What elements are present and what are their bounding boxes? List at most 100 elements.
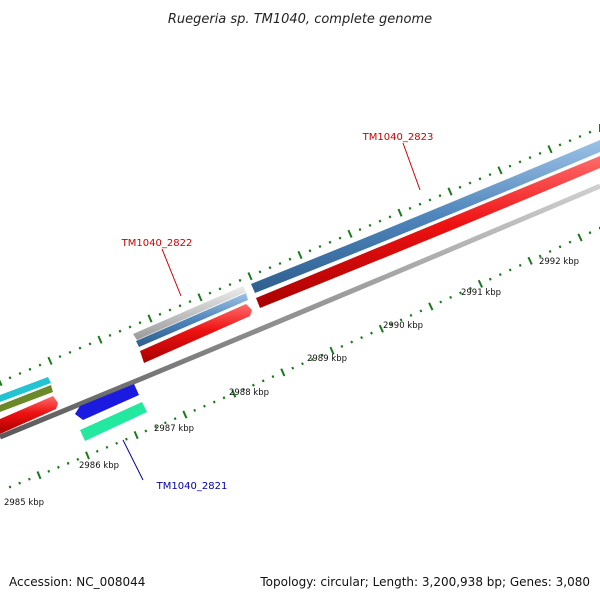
- major-tick: [85, 451, 90, 460]
- minor-tick: [144, 429, 148, 433]
- minor-tick: [124, 437, 128, 441]
- minor-tick: [47, 469, 51, 473]
- minor-tick: [212, 400, 216, 404]
- minor-tick: [378, 219, 382, 223]
- minor-tick: [438, 194, 442, 198]
- minor-tick: [27, 477, 31, 481]
- minor-tick: [178, 304, 182, 308]
- minor-tick: [328, 240, 332, 244]
- major-tick: [133, 431, 139, 440]
- minor-tick: [278, 261, 282, 266]
- minor-tick: [8, 485, 12, 489]
- minor-tick: [78, 346, 82, 350]
- minor-tick: [222, 396, 226, 400]
- gene-feature-tm1040-2821[interactable]: [75, 384, 139, 420]
- tick-label: 2988 kbp: [229, 388, 269, 398]
- minor-tick: [488, 173, 492, 177]
- cds-feature-tm1040-2822[interactable]: [140, 304, 252, 363]
- tick-label: 2989 kbp: [307, 354, 347, 364]
- minor-tick: [370, 331, 373, 335]
- tick-label: 2990 kbp: [383, 321, 423, 331]
- minor-tick: [340, 344, 344, 348]
- minor-tick: [115, 441, 119, 445]
- major-tick: [36, 471, 42, 480]
- major-tick: [97, 335, 103, 344]
- minor-tick: [105, 445, 109, 449]
- minor-tick: [168, 308, 172, 312]
- minor-tick: [338, 236, 342, 240]
- minor-tick: [368, 223, 372, 227]
- major-tick: [477, 279, 484, 288]
- major-tick: [47, 356, 53, 365]
- tick-label: 2986 kbp: [79, 461, 119, 471]
- tick-label: 2987 kbp: [154, 424, 194, 434]
- minor-tick: [439, 300, 443, 304]
- major-tick: [378, 324, 384, 333]
- minor-tick: [409, 313, 413, 317]
- major-tick: [527, 256, 533, 265]
- gene-feature-tm1040-2822[interactable]: [136, 293, 248, 347]
- minor-tick: [76, 457, 80, 461]
- major-tick: [547, 145, 553, 154]
- minor-tick: [38, 363, 42, 367]
- minor-tick: [449, 295, 453, 299]
- minor-tick: [108, 333, 112, 337]
- minor-tick: [56, 465, 60, 469]
- gene-feature-olive[interactable]: [0, 385, 53, 412]
- minor-tick: [558, 143, 562, 147]
- minor-tick: [459, 291, 462, 295]
- major-tick: [428, 302, 434, 311]
- feature-track-forward: [0, 140, 600, 434]
- genome-backbone: [0, 183, 600, 440]
- gene-label-tm1040-2822[interactable]: TM1040_2822: [121, 238, 193, 249]
- minor-tick: [268, 266, 272, 270]
- tick-label: 2991 kbp: [461, 288, 501, 298]
- minor-tick: [173, 417, 177, 421]
- feature-track-reverse: [75, 384, 147, 441]
- cds-feature-left[interactable]: [0, 396, 58, 434]
- map-title: Ruegeria sp. TM1040, complete genome: [168, 12, 432, 27]
- minor-tick: [28, 367, 32, 371]
- major-tick: [197, 293, 203, 302]
- minor-tick: [558, 245, 562, 249]
- major-tick: [577, 233, 583, 242]
- gene-feature-mint[interactable]: [80, 402, 147, 441]
- minor-tick: [308, 249, 312, 253]
- minor-tick: [218, 287, 222, 291]
- major-tick: [182, 410, 188, 419]
- minor-tick: [8, 376, 12, 380]
- minor-tick: [498, 273, 502, 277]
- leader-line-tm1040-2821: [122, 439, 144, 481]
- minor-tick: [193, 408, 197, 412]
- minor-tick: [399, 318, 403, 322]
- minor-tick: [418, 202, 422, 206]
- gene-feature-cyan[interactable]: [0, 377, 51, 402]
- gene-label-tm1040-2821[interactable]: TM1040_2821: [156, 481, 228, 492]
- cds-feature-tm1040-2823[interactable]: [256, 156, 600, 308]
- minor-tick: [261, 379, 265, 383]
- major-tick: [347, 229, 353, 238]
- minor-tick: [458, 185, 462, 189]
- major-tick: [497, 166, 503, 175]
- major-tick: [447, 187, 453, 196]
- minor-tick: [360, 336, 364, 340]
- inner-tick-track: [8, 226, 600, 489]
- minor-tick: [568, 240, 572, 244]
- gene-labels: TM1040_2823 TM1040_2822 TM1040_2821: [121, 132, 434, 492]
- minor-tick: [118, 329, 122, 333]
- minor-tick: [388, 215, 392, 219]
- gene-label-tm1040-2823[interactable]: TM1040_2823: [362, 132, 434, 143]
- minor-tick: [588, 130, 592, 134]
- gene-feature-tm1040-2822-grey[interactable]: [133, 286, 246, 340]
- minor-tick: [508, 164, 512, 168]
- minor-tick: [419, 309, 423, 313]
- minor-tick: [58, 355, 62, 359]
- genome-summary-text: Topology: circular; Length: 3,200,938 bp…: [259, 575, 590, 589]
- gene-feature-tm1040-2823[interactable]: [251, 140, 600, 293]
- minor-tick: [389, 322, 393, 326]
- major-tick: [280, 368, 286, 377]
- minor-tick: [66, 461, 70, 465]
- minor-tick: [291, 366, 295, 370]
- minor-tick: [548, 249, 552, 254]
